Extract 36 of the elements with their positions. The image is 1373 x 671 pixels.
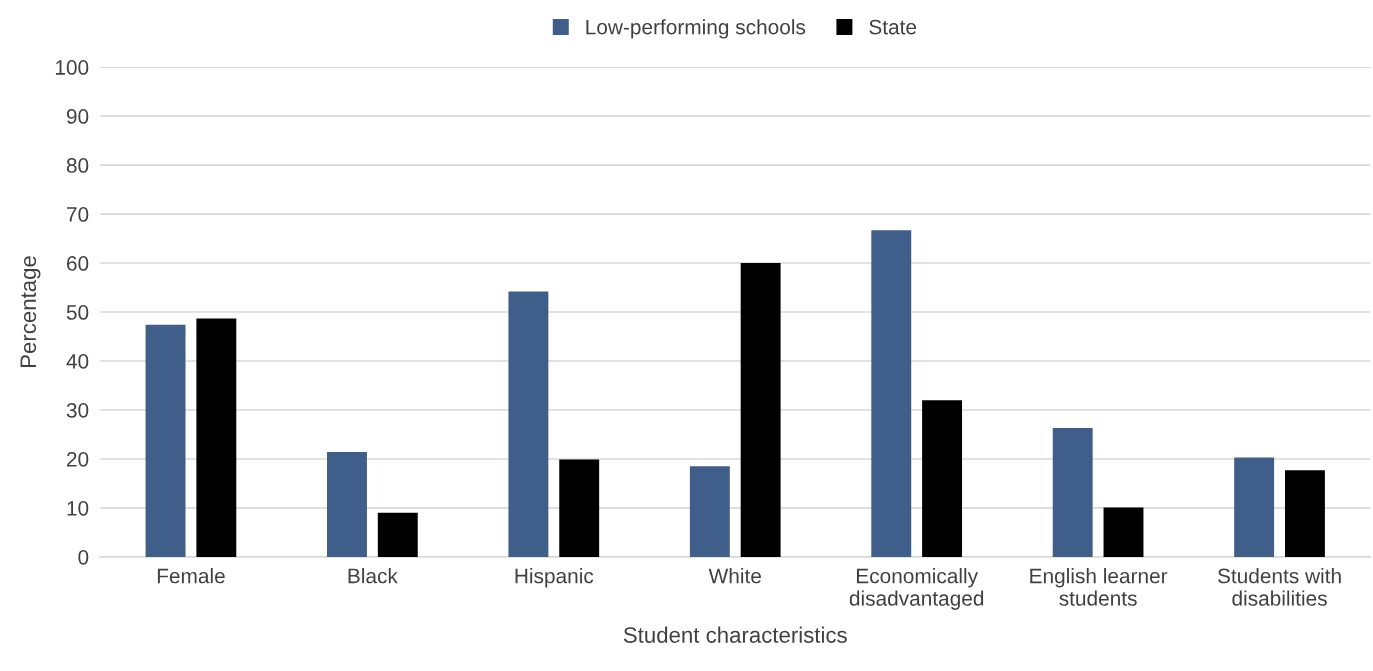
y-tick-label: 0 [78, 549, 89, 565]
bar [1284, 470, 1325, 557]
x-tick-label: Hispanic [515, 568, 594, 588]
y-tick-label: 10 [67, 500, 89, 516]
y-tick-label: 80 [66, 158, 89, 173]
x-tick-label: White [708, 568, 761, 584]
x-tick-label: Students with disabilities [1217, 568, 1341, 606]
x-tick-label: English learner students [1030, 568, 1168, 606]
bar [377, 512, 418, 557]
legend-label: Low-performing schools [586, 19, 806, 39]
bar [1234, 457, 1275, 557]
y-tick-label: 90 [66, 109, 89, 124]
legend-label: State [869, 19, 917, 35]
bar [559, 459, 600, 557]
y-tick-label: 60 [67, 256, 89, 271]
x-tick-label: Black [348, 568, 398, 584]
y-axis-title: Percentage [20, 256, 41, 368]
x-tick-label: Female [157, 568, 225, 584]
y-tick-label: 30 [66, 402, 89, 418]
y-tick-label: 50 [66, 305, 89, 320]
bar [1052, 428, 1093, 557]
bar [922, 400, 963, 557]
y-tick-label: 20 [67, 451, 89, 467]
bar [1103, 507, 1144, 557]
bar [196, 318, 237, 557]
bar [871, 230, 912, 557]
bar [327, 452, 367, 557]
x-tick-label: Economically disadvantaged [849, 568, 984, 610]
bar [145, 324, 186, 557]
y-tick-label: 70 [67, 207, 89, 222]
bar [508, 291, 549, 557]
bar [689, 466, 730, 557]
y-tick-label: 40 [66, 354, 89, 369]
x-axis-title: Student characteristics [623, 626, 847, 643]
y-tick-label: 100 [55, 60, 89, 75]
bar [740, 263, 781, 557]
